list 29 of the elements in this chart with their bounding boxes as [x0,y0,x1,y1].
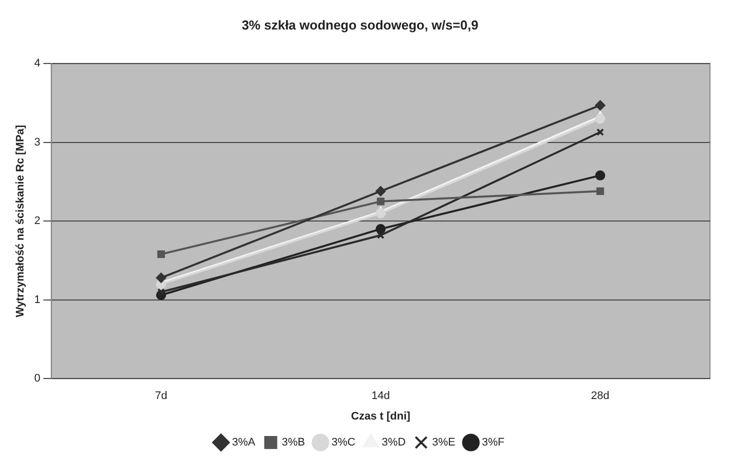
legend-label: 3%D [382,436,406,449]
legend-label: 3%C [331,436,356,449]
point [376,208,386,218]
x-tick-label: 28d [591,390,610,402]
point [376,224,386,234]
y-axis-title: Wytrzymałość na ściskanie Rc [MPa] [14,124,27,318]
x-tick-label: 7d [154,390,168,402]
chart-title: 3% szkła wodnego sodowego, w/s=0,9 [242,17,478,32]
y-tick-label: 2 [34,215,40,228]
y-tick-label: 0 [34,372,40,385]
y-tick-label: 4 [34,58,40,70]
y-tick-label: 1 [34,294,40,306]
legend-label: 3%F [482,436,505,449]
point [376,186,386,196]
point [596,187,604,196]
legend-label: 3%A [232,436,256,449]
point [157,288,165,296]
point [376,231,384,240]
x-axis-title: Czas t [dni] [351,410,411,422]
legend-label: 3%B [282,436,305,449]
point [595,114,606,124]
y-tick-label: 3 [34,136,40,148]
point [157,250,165,258]
point [376,198,384,206]
x-tick-label: 14d [371,390,390,402]
point [156,272,166,283]
legend-label: 3%E [432,436,456,449]
point [595,170,606,180]
point [595,100,606,110]
